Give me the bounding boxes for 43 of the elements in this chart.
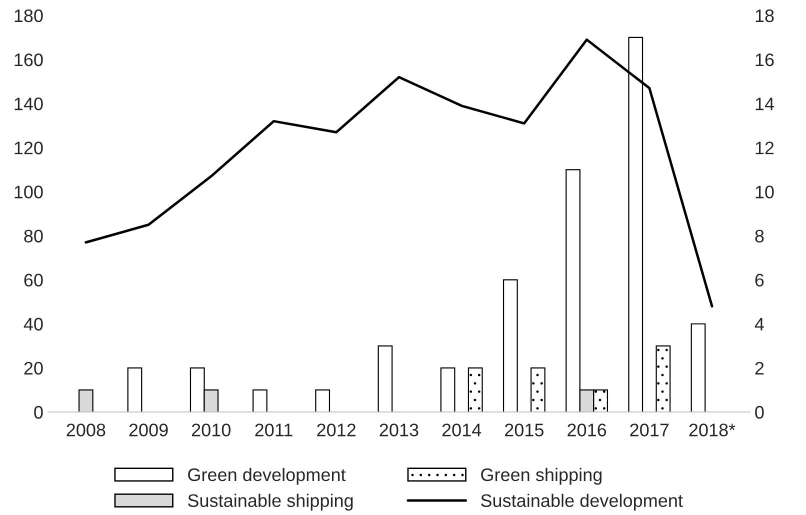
y2-tick-label: 4 xyxy=(754,318,764,330)
y2-tick-label: 2 xyxy=(755,362,764,374)
y-tick-label: 180 xyxy=(14,9,43,22)
bar xyxy=(78,389,94,412)
bar xyxy=(127,367,142,412)
y-tick-label: 160 xyxy=(14,53,43,66)
y-tick-label: 20 xyxy=(24,362,43,375)
y2-tick-label: 10 xyxy=(756,186,774,198)
x-tick-label: 2011 xyxy=(255,424,292,436)
legend-label: Green shipping xyxy=(481,468,602,485)
y-tick-label: 40 xyxy=(24,318,43,331)
x-tick-label: 2014 xyxy=(442,424,482,436)
bar xyxy=(440,367,456,412)
y-tick-label: 140 xyxy=(14,98,43,110)
y-tick-label: 80 xyxy=(24,230,43,242)
bar xyxy=(252,389,268,412)
y2-tick-label: 8 xyxy=(755,230,764,242)
x-tick-label: 2010 xyxy=(192,424,231,436)
bar xyxy=(315,389,330,412)
legend-label: Green development xyxy=(188,468,346,485)
y2-tick-label: 6 xyxy=(755,274,764,287)
x-tick-label: 2012 xyxy=(317,424,356,436)
x-tick-label: 2016 xyxy=(568,424,606,436)
bar xyxy=(502,279,518,412)
x-tick-label: 2015 xyxy=(505,424,544,436)
y2-tick-label: 16 xyxy=(756,53,774,66)
x-tick-label: 2009 xyxy=(129,424,168,436)
y2-tick-label: 14 xyxy=(756,98,774,110)
y-tick-label: 100 xyxy=(14,186,43,198)
y-tick-label: 60 xyxy=(24,274,43,287)
bar xyxy=(690,323,706,412)
legend-label: Sustainable development xyxy=(481,494,683,511)
x-tick-label: 2017 xyxy=(630,424,669,436)
y2-tick-label: 0 xyxy=(755,406,764,419)
y2-tick-label: 12 xyxy=(756,142,774,154)
y-tick-label: 0 xyxy=(34,406,43,419)
y2-tick-label: 18 xyxy=(756,9,774,22)
x-tick-label: 2018* xyxy=(689,424,736,436)
x-tick-label: 2008 xyxy=(66,424,106,436)
bar xyxy=(378,345,393,412)
y-tick-label: 120 xyxy=(14,142,43,154)
x-tick-label: 2013 xyxy=(380,424,418,436)
legend-label: Sustainable shipping xyxy=(188,494,353,511)
